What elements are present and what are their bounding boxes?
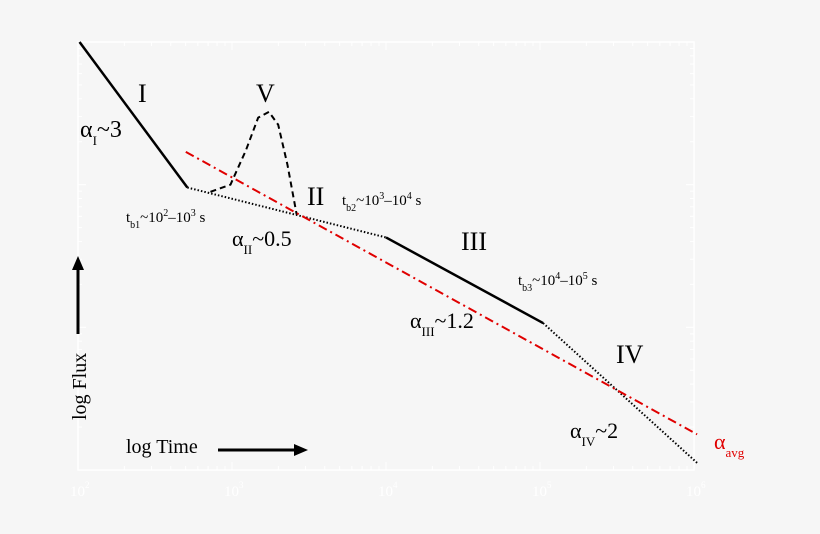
tb3-label: tb3~104–105 s — [518, 271, 598, 294]
plot-frame — [77, 41, 695, 471]
alpha-III-label: αIII~1.2 — [410, 308, 474, 339]
tb2-label: tb2~103–104 s — [342, 191, 422, 214]
alpha-I-label: αI~3 — [80, 117, 122, 148]
alpha-IV-label: αIV~2 — [570, 418, 618, 449]
x-arrow-icon — [294, 444, 308, 456]
x-tick-labels: 102 103 104 105 106 — [70, 480, 706, 500]
curves — [78, 41, 698, 464]
segment-ii — [187, 186, 387, 239]
alpha-avg-label: αavg — [714, 429, 745, 460]
x-tick-label: 102 — [70, 480, 90, 500]
label-seg-V: V — [256, 79, 275, 108]
segment-iii — [385, 236, 544, 325]
tb1-label: tb1~102–103 s — [126, 208, 206, 231]
x-tick-label: 105 — [532, 480, 552, 500]
label-seg-III: III — [461, 227, 487, 256]
label-seg-II: II — [307, 182, 324, 211]
segment-v — [210, 110, 298, 215]
axes — [77, 41, 695, 471]
y-arrow-icon — [72, 256, 84, 270]
segment-avg — [185, 150, 698, 436]
alpha-II-label: αII~0.5 — [232, 226, 292, 257]
label-seg-IV: IV — [616, 340, 644, 369]
y-axis-label: log Flux — [69, 353, 91, 420]
x-tick-label: 106 — [686, 480, 706, 500]
x-tick-label: 103 — [224, 480, 244, 500]
x-tick-label: 104 — [378, 480, 398, 500]
label-seg-I: I — [138, 79, 147, 108]
x-axis-label: log Time — [126, 436, 198, 458]
segment-i — [78, 41, 189, 189]
ticks — [77, 42, 694, 471]
